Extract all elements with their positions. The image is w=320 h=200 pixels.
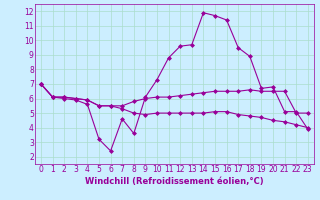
X-axis label: Windchill (Refroidissement éolien,°C): Windchill (Refroidissement éolien,°C): [85, 177, 264, 186]
